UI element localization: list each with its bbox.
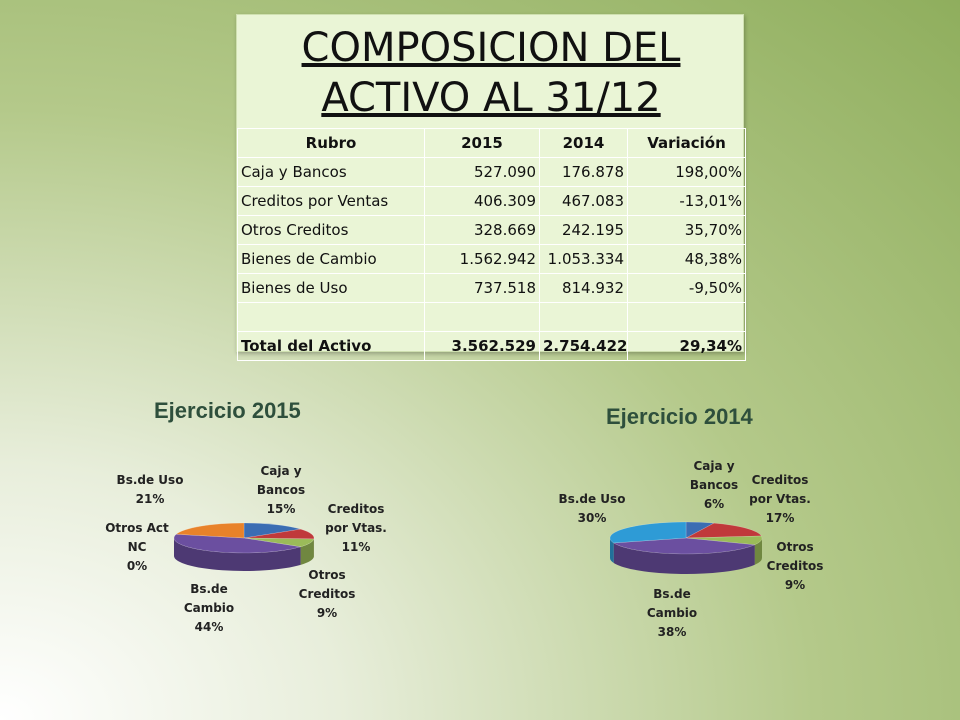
row-label (237, 302, 425, 332)
pie-slice-1-1 (685, 522, 762, 539)
value-2015: 737.518 (424, 273, 540, 303)
variation-value: -9,50% (627, 273, 746, 303)
row-label: Caja y Bancos (237, 157, 425, 187)
row-label: Bienes de Cambio (237, 244, 425, 274)
pie-chart-1 (609, 521, 763, 574)
pie-label-2015-otrosact: Otros Act NC 0% (105, 521, 169, 573)
pie-slice-1-3 (612, 537, 756, 555)
pie-label-2014-cambio: Bs.de Cambio 38% (646, 587, 698, 639)
table-row: Creditos por Ventas 406.309 467.083 -13,… (237, 186, 746, 216)
pie-slice-0-5 (175, 522, 245, 539)
value-2014: 2.754.422 (539, 331, 628, 361)
asset-composition-panel: COMPOSICION DEL ACTIVO AL 31/12 Rubro 20… (236, 14, 746, 361)
pie-slice-0-3 (173, 534, 301, 554)
pie-label-2015-caja: Caja y Bancos 15% (256, 464, 306, 516)
value-2015: 328.669 (424, 215, 540, 245)
row-label: Bienes de Uso (237, 273, 425, 303)
total-row: Total del Activo 3.562.529 2.754.422 29,… (237, 331, 746, 361)
table-row-empty (237, 302, 746, 332)
variation-value: 35,70% (627, 215, 746, 245)
table-row: Otros Creditos 328.669 242.195 35,70% (237, 215, 746, 245)
pie-slice-1-0 (685, 521, 715, 539)
value-2015: 3.562.529 (424, 331, 540, 361)
pie-side-1-2 (754, 538, 762, 565)
pie-side-0-2 (300, 538, 314, 565)
value-2015: 1.562.942 (424, 244, 540, 274)
chart-title-2014: Ejercicio 2014 (606, 404, 753, 429)
variation-value: 198,00% (627, 157, 746, 187)
pie-slice-1-4 (609, 521, 687, 544)
value-2015: 406.309 (424, 186, 540, 216)
pie-side-0-3 (174, 538, 301, 571)
row-label: Creditos por Ventas (237, 186, 425, 216)
row-label: Total del Activo (237, 331, 425, 361)
pie-slice-1-2 (685, 535, 763, 546)
pie-label-2015-uso: Bs.de Uso 21% (116, 473, 184, 506)
value-2015 (424, 302, 540, 332)
pie-label-2014-caja: Caja y Bancos 6% (689, 459, 739, 511)
variation-value: -13,01% (627, 186, 746, 216)
pie-label-2014-otros: Otros Creditos 9% (766, 540, 824, 592)
pie-label-2014-uso: Bs.de Uso 30% (558, 492, 626, 525)
column-header-2015: 2015 (424, 128, 540, 158)
pie-slice-0-1 (243, 528, 315, 540)
pie-label-2014-creditos: Creditos por Vtas. 17% (749, 473, 811, 525)
asset-table: Rubro 2015 2014 Variación Caja y Bancos … (237, 128, 746, 361)
page-title: COMPOSICION DEL ACTIVO AL 31/12 (301, 25, 681, 121)
pie-slice-0-0 (243, 522, 301, 539)
table-row: Bienes de Uso 737.518 814.932 -9,50% (237, 273, 746, 303)
pie-side-1-4 (610, 538, 614, 563)
variation-value: 48,38% (627, 244, 746, 274)
column-header-variacion: Variación (627, 128, 746, 158)
table-row: Caja y Bancos 527.090 176.878 198,00% (237, 157, 746, 187)
pie-side-1-3 (613, 542, 755, 574)
chart-title-2015: Ejercicio 2015 (154, 398, 301, 423)
pie-chart-0 (173, 522, 315, 571)
variation-value: 29,34% (627, 331, 746, 361)
pie-label-2015-creditos: Creditos por Vtas. 11% (325, 502, 387, 554)
pie-label-2015-otros: Otros Creditos 9% (298, 568, 356, 620)
pie-slice-0-2 (243, 537, 315, 548)
pie-label-2015-cambio: Bs.de Cambio 44% (183, 582, 235, 634)
value-2014: 814.932 (539, 273, 628, 303)
